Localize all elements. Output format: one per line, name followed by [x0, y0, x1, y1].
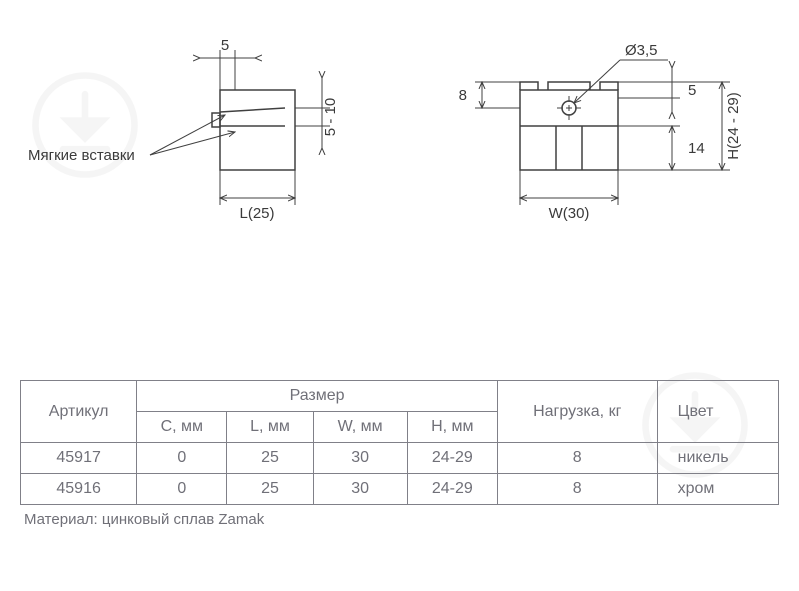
dim-diameter-label: Ø3,5: [625, 42, 658, 59]
dim-W-label: W(30): [549, 205, 590, 222]
material-note: Материал: цинковый сплав Zamak: [20, 511, 779, 528]
col-c: C, мм: [137, 412, 227, 443]
table-cell: 24-29: [407, 443, 497, 474]
callout-soft-inserts: Мягкие вставки: [28, 147, 135, 164]
right-view-drawing: Ø3,5 8 5 14 H(24 - 29) W(30): [420, 20, 799, 240]
table-cell: 24-29: [407, 474, 497, 505]
table-cell: 0: [137, 443, 227, 474]
col-w: W, мм: [313, 412, 407, 443]
table-cell: 8: [497, 474, 657, 505]
dim-5-label: 5: [688, 82, 696, 99]
col-color: Цвет: [657, 381, 778, 443]
body-outline: [220, 90, 295, 170]
left-view-drawing: 5 5 - 10 L(25) Мягкие вставки: [20, 20, 360, 240]
col-l: L, мм: [227, 412, 313, 443]
technical-drawing: 5 5 - 10 L(25) Мягкие вставки: [20, 20, 779, 260]
table-cell: 30: [313, 474, 407, 505]
table-cell: 25: [227, 443, 313, 474]
table-cell: хром: [657, 474, 778, 505]
dim-slot-label: 5 - 10: [322, 98, 339, 136]
table-cell: 8: [497, 443, 657, 474]
col-size: Размер: [137, 381, 498, 412]
dim-H-label: H(24 - 29): [725, 92, 742, 160]
table-cell: 30: [313, 443, 407, 474]
table-cell: 25: [227, 474, 313, 505]
table-cell: 45916: [21, 474, 137, 505]
dim-14-label: 14: [688, 140, 705, 157]
table-row: 459160253024-298хром: [21, 474, 779, 505]
table-cell: 45917: [21, 443, 137, 474]
dim-8-label: 8: [459, 87, 467, 104]
col-article: Артикул: [21, 381, 137, 443]
dim-top-label: 5: [221, 37, 229, 54]
dim-L-label: L(25): [239, 205, 274, 222]
table-cell: 0: [137, 474, 227, 505]
table-cell: никель: [657, 443, 778, 474]
table-row: 459170253024-298никель: [21, 443, 779, 474]
spec-table: Артикул Размер Нагрузка, кг Цвет C, мм L…: [20, 380, 779, 505]
spec-table-container: Артикул Размер Нагрузка, кг Цвет C, мм L…: [20, 380, 779, 528]
col-h: H, мм: [407, 412, 497, 443]
col-load: Нагрузка, кг: [497, 381, 657, 443]
